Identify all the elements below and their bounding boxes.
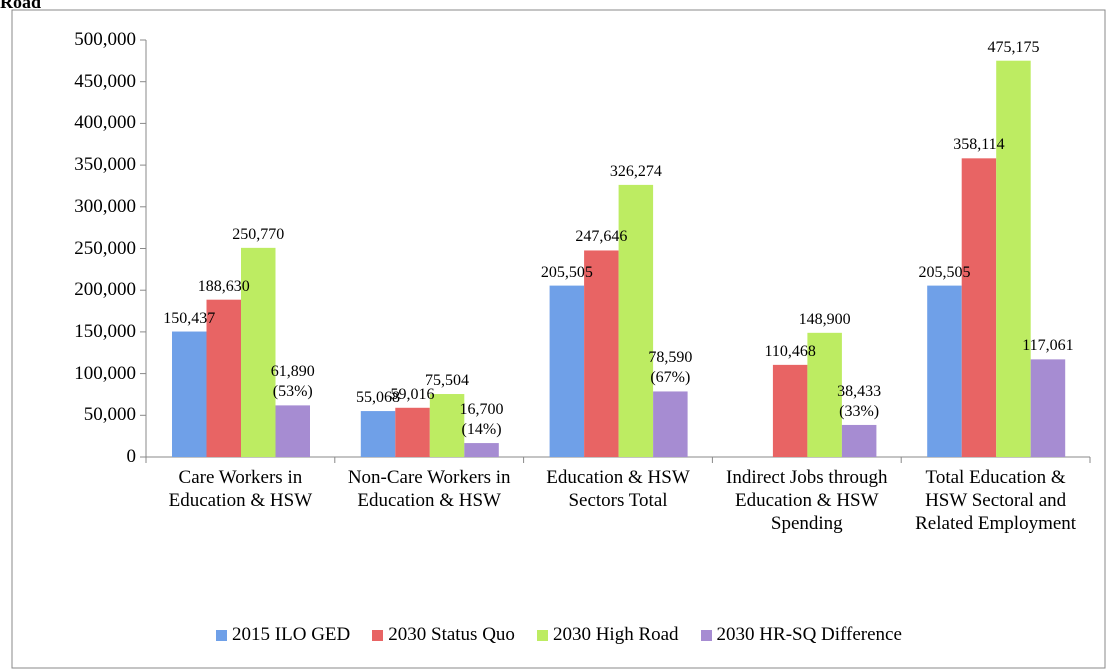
- bar: [961, 158, 997, 457]
- bar: [206, 299, 241, 457]
- x-tick-label: Non-Care Workers in Education & HSW: [347, 467, 511, 511]
- data-label: 38,433 (33%): [837, 382, 882, 420]
- y-tick-label: 500,000: [74, 29, 136, 50]
- legend-item: 2015 ILO GED: [216, 624, 350, 646]
- y-tick-label: 200,000: [74, 279, 136, 301]
- bar: [395, 407, 430, 457]
- y-tick-label: 400,000: [74, 112, 136, 134]
- y-tick-label: 50,000: [83, 404, 136, 426]
- frame: [11, 9, 1106, 669]
- legend-label: 2030 Status Quo: [388, 624, 515, 645]
- bar: [1030, 359, 1066, 457]
- bar: [360, 411, 396, 457]
- legend-item: 2030 High Road: [536, 624, 679, 646]
- bar: [464, 443, 499, 457]
- y-tick-label: 100,000: [74, 362, 136, 384]
- legend-swatch: [700, 629, 712, 641]
- data-label: 78,590 (67%): [648, 349, 693, 387]
- legend-label: 2030 High Road: [552, 624, 679, 645]
- bar: [653, 391, 688, 457]
- bar: [618, 184, 654, 457]
- x-tick-label: Indirect Jobs through Education & HSW Sp…: [726, 467, 888, 534]
- data-label: 205,505: [918, 263, 971, 281]
- y-tick-label: 250,000: [74, 237, 136, 259]
- chart-title: Road: [0, 0, 42, 12]
- data-label: 358,114: [953, 136, 1005, 154]
- bar: [841, 424, 877, 457]
- y-tick-label: 450,000: [74, 70, 136, 92]
- y-tick-label: 0: [126, 446, 137, 467]
- y-tick-label: 150,000: [74, 320, 136, 342]
- data-label: 148,900: [798, 310, 851, 328]
- data-label: 117,061: [1022, 337, 1074, 355]
- data-label: 150,437: [163, 309, 216, 327]
- data-label: 250,770: [232, 225, 285, 243]
- data-label: 475,175: [987, 38, 1040, 56]
- x-tick-label: Care Workers in Education & HSW: [168, 467, 313, 511]
- data-label: 61,890 (53%): [270, 363, 315, 401]
- data-label: 326,274: [609, 162, 662, 180]
- bar: [772, 364, 808, 457]
- data-label: 110,468: [764, 342, 816, 360]
- data-label: 75,504: [425, 372, 470, 390]
- data-label: 247,646: [575, 228, 628, 246]
- x-tick-label: Total Education & HSW Sectoral and Relat…: [915, 467, 1077, 534]
- bar: [429, 394, 465, 457]
- bar: [172, 331, 207, 457]
- y-tick-label: 350,000: [74, 154, 136, 176]
- legend-item: 2030 Status Quo: [372, 624, 515, 646]
- legend-swatch: [372, 629, 384, 641]
- bar: [807, 332, 842, 457]
- legend-label: 2030 HR-SQ Difference: [716, 624, 902, 645]
- data-label: 16,700 (14%): [459, 401, 504, 439]
- legend: 2015 ILO GED 2030 Status Quo 2030 High Roa…: [12, 624, 1106, 646]
- data-label: 188,630: [197, 277, 250, 295]
- x-tick-label: Education & HSW Sectors Total: [546, 467, 690, 511]
- data-label: 55,068: [356, 389, 401, 407]
- legend-item: 2030 HR-SQ Difference: [700, 624, 902, 646]
- y-tick-label: 300,000: [74, 195, 136, 217]
- bar: [549, 285, 585, 457]
- legend-label: 2015 ILO GED: [232, 624, 351, 645]
- bar: [584, 250, 619, 457]
- bar: [241, 247, 276, 457]
- bar: [996, 60, 1031, 458]
- data-label: 59,016: [390, 385, 435, 403]
- legend-swatch: [536, 629, 548, 641]
- legend-swatch: [216, 629, 228, 641]
- bar: [927, 285, 962, 457]
- bar: [275, 405, 310, 457]
- data-label: 205,505: [540, 263, 593, 281]
